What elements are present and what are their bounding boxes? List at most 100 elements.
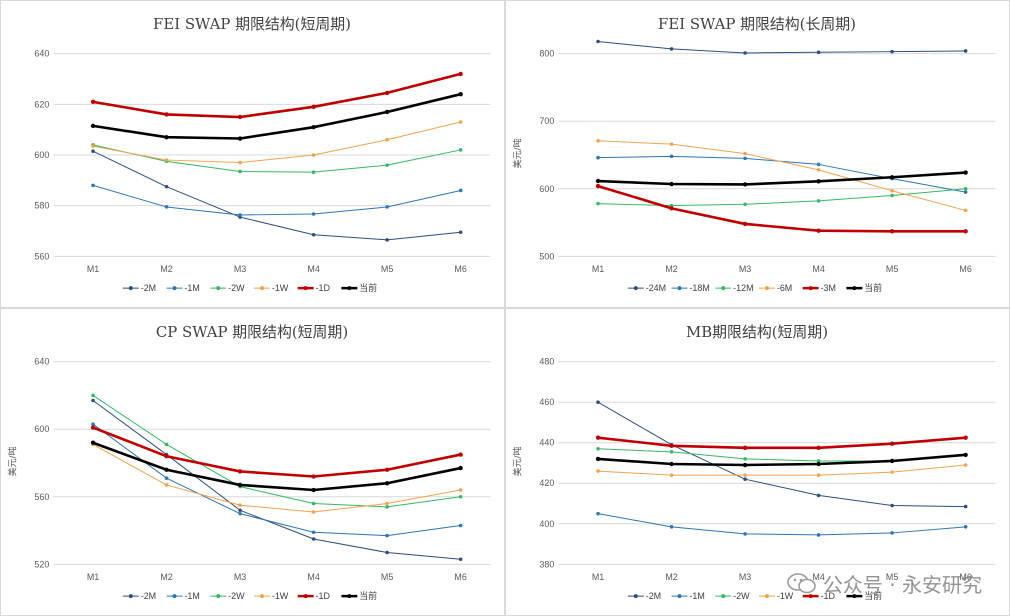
data-point	[238, 508, 242, 513]
data-point	[458, 557, 463, 562]
y-tick-label: 640	[34, 357, 49, 367]
legend-marker	[216, 286, 221, 291]
data-point	[385, 138, 389, 142]
data-point	[889, 229, 895, 234]
data-point	[890, 470, 894, 474]
data-point	[91, 144, 95, 148]
data-point	[743, 532, 747, 536]
legend-marker	[633, 594, 638, 599]
y-tick-label: 600	[34, 150, 49, 160]
data-point	[311, 487, 316, 493]
data-point	[816, 445, 821, 450]
data-point	[237, 482, 243, 488]
data-point	[596, 39, 600, 44]
legend-marker	[128, 286, 133, 291]
y-tick-label: 520	[34, 559, 49, 569]
y-tick-label: 620	[34, 99, 49, 109]
y-axis-label: 美元/吨	[512, 447, 524, 477]
legend-marker	[259, 286, 264, 291]
series-line	[92, 121, 461, 164]
data-point	[384, 109, 390, 115]
legend-label: -2W	[228, 591, 245, 601]
data-point	[743, 473, 747, 477]
legend-marker	[764, 594, 769, 599]
x-tick-label: M1	[592, 264, 604, 274]
data-point	[890, 189, 894, 193]
legend-label: 当前	[864, 282, 882, 293]
series-line	[92, 72, 461, 119]
x-tick-label: M6	[959, 572, 971, 582]
x-tick-label: M2	[160, 572, 172, 582]
legend-item: -1D	[297, 591, 331, 601]
legend-label: -1W	[272, 283, 289, 293]
legend-label: -1W	[777, 591, 794, 601]
data-point	[963, 452, 968, 458]
data-point	[595, 178, 601, 184]
data-point	[385, 163, 389, 167]
data-point	[164, 112, 169, 117]
data-point	[742, 221, 748, 227]
series-line	[597, 41, 966, 54]
y-axis-label: 美元/吨	[512, 139, 524, 169]
legend-marker	[721, 594, 726, 599]
legend-label: -2M	[141, 591, 156, 601]
x-tick-label: M4	[307, 264, 319, 274]
data-point	[237, 114, 243, 120]
data-point	[889, 175, 895, 180]
data-point	[816, 473, 821, 477]
data-point	[164, 467, 169, 472]
y-tick-label: 420	[539, 478, 554, 488]
data-point	[669, 181, 674, 187]
x-tick-label: M5	[886, 572, 898, 582]
series-line	[92, 395, 461, 508]
y-tick-label: 560	[34, 492, 49, 502]
data-point	[237, 136, 243, 141]
legend-marker	[808, 594, 813, 599]
data-point	[384, 481, 390, 486]
series-line	[92, 92, 461, 140]
data-point	[238, 213, 242, 217]
y-tick-label: 640	[34, 49, 49, 59]
data-point	[164, 442, 169, 447]
data-point	[311, 104, 316, 110]
chart-panel-cp-short: CP SWAP 期限结构(短周期) 520 560 600 640 M1 M2 M3 M4 M5 M…	[0, 308, 505, 616]
legend-marker	[808, 286, 813, 291]
legend-label: -12M	[733, 283, 753, 293]
data-point	[385, 533, 389, 538]
data-point	[384, 467, 390, 472]
x-tick-label: M2	[665, 572, 677, 582]
legend-item: -1M	[671, 591, 705, 601]
data-point	[91, 393, 95, 398]
legend-label: 当前	[359, 590, 377, 601]
data-point	[164, 205, 169, 209]
legend-item: 当前	[341, 590, 377, 601]
data-point	[890, 503, 894, 508]
data-point	[458, 120, 463, 124]
data-point	[164, 184, 169, 189]
chart-svg-cp-short: CP SWAP 期限结构(短周期) 520 560 600 640 M1 M2 M3 M4 M5 M…	[7, 323, 491, 601]
data-point	[963, 170, 968, 175]
data-point	[890, 49, 894, 54]
data-point	[596, 155, 600, 160]
data-point	[595, 456, 601, 462]
data-point	[385, 205, 389, 209]
legend-item: -1W	[253, 283, 289, 293]
data-point	[91, 183, 95, 188]
data-point	[669, 142, 674, 146]
legend-item: 当前	[846, 590, 882, 601]
data-point	[164, 454, 169, 459]
data-point	[816, 493, 821, 498]
y-tick-label: 800	[539, 49, 554, 59]
legend-marker	[721, 286, 726, 291]
watermark: 公众号 · 永安研究	[787, 569, 982, 598]
data-point	[458, 71, 463, 77]
data-point	[963, 208, 968, 213]
data-point	[90, 123, 96, 129]
series-line	[598, 140, 966, 211]
legend-item: -1W	[758, 591, 794, 601]
data-point	[743, 151, 747, 156]
x-tick-label: M2	[665, 264, 677, 274]
legend-marker	[633, 286, 638, 291]
y-tick-label: 440	[539, 438, 554, 448]
data-point	[458, 494, 463, 499]
